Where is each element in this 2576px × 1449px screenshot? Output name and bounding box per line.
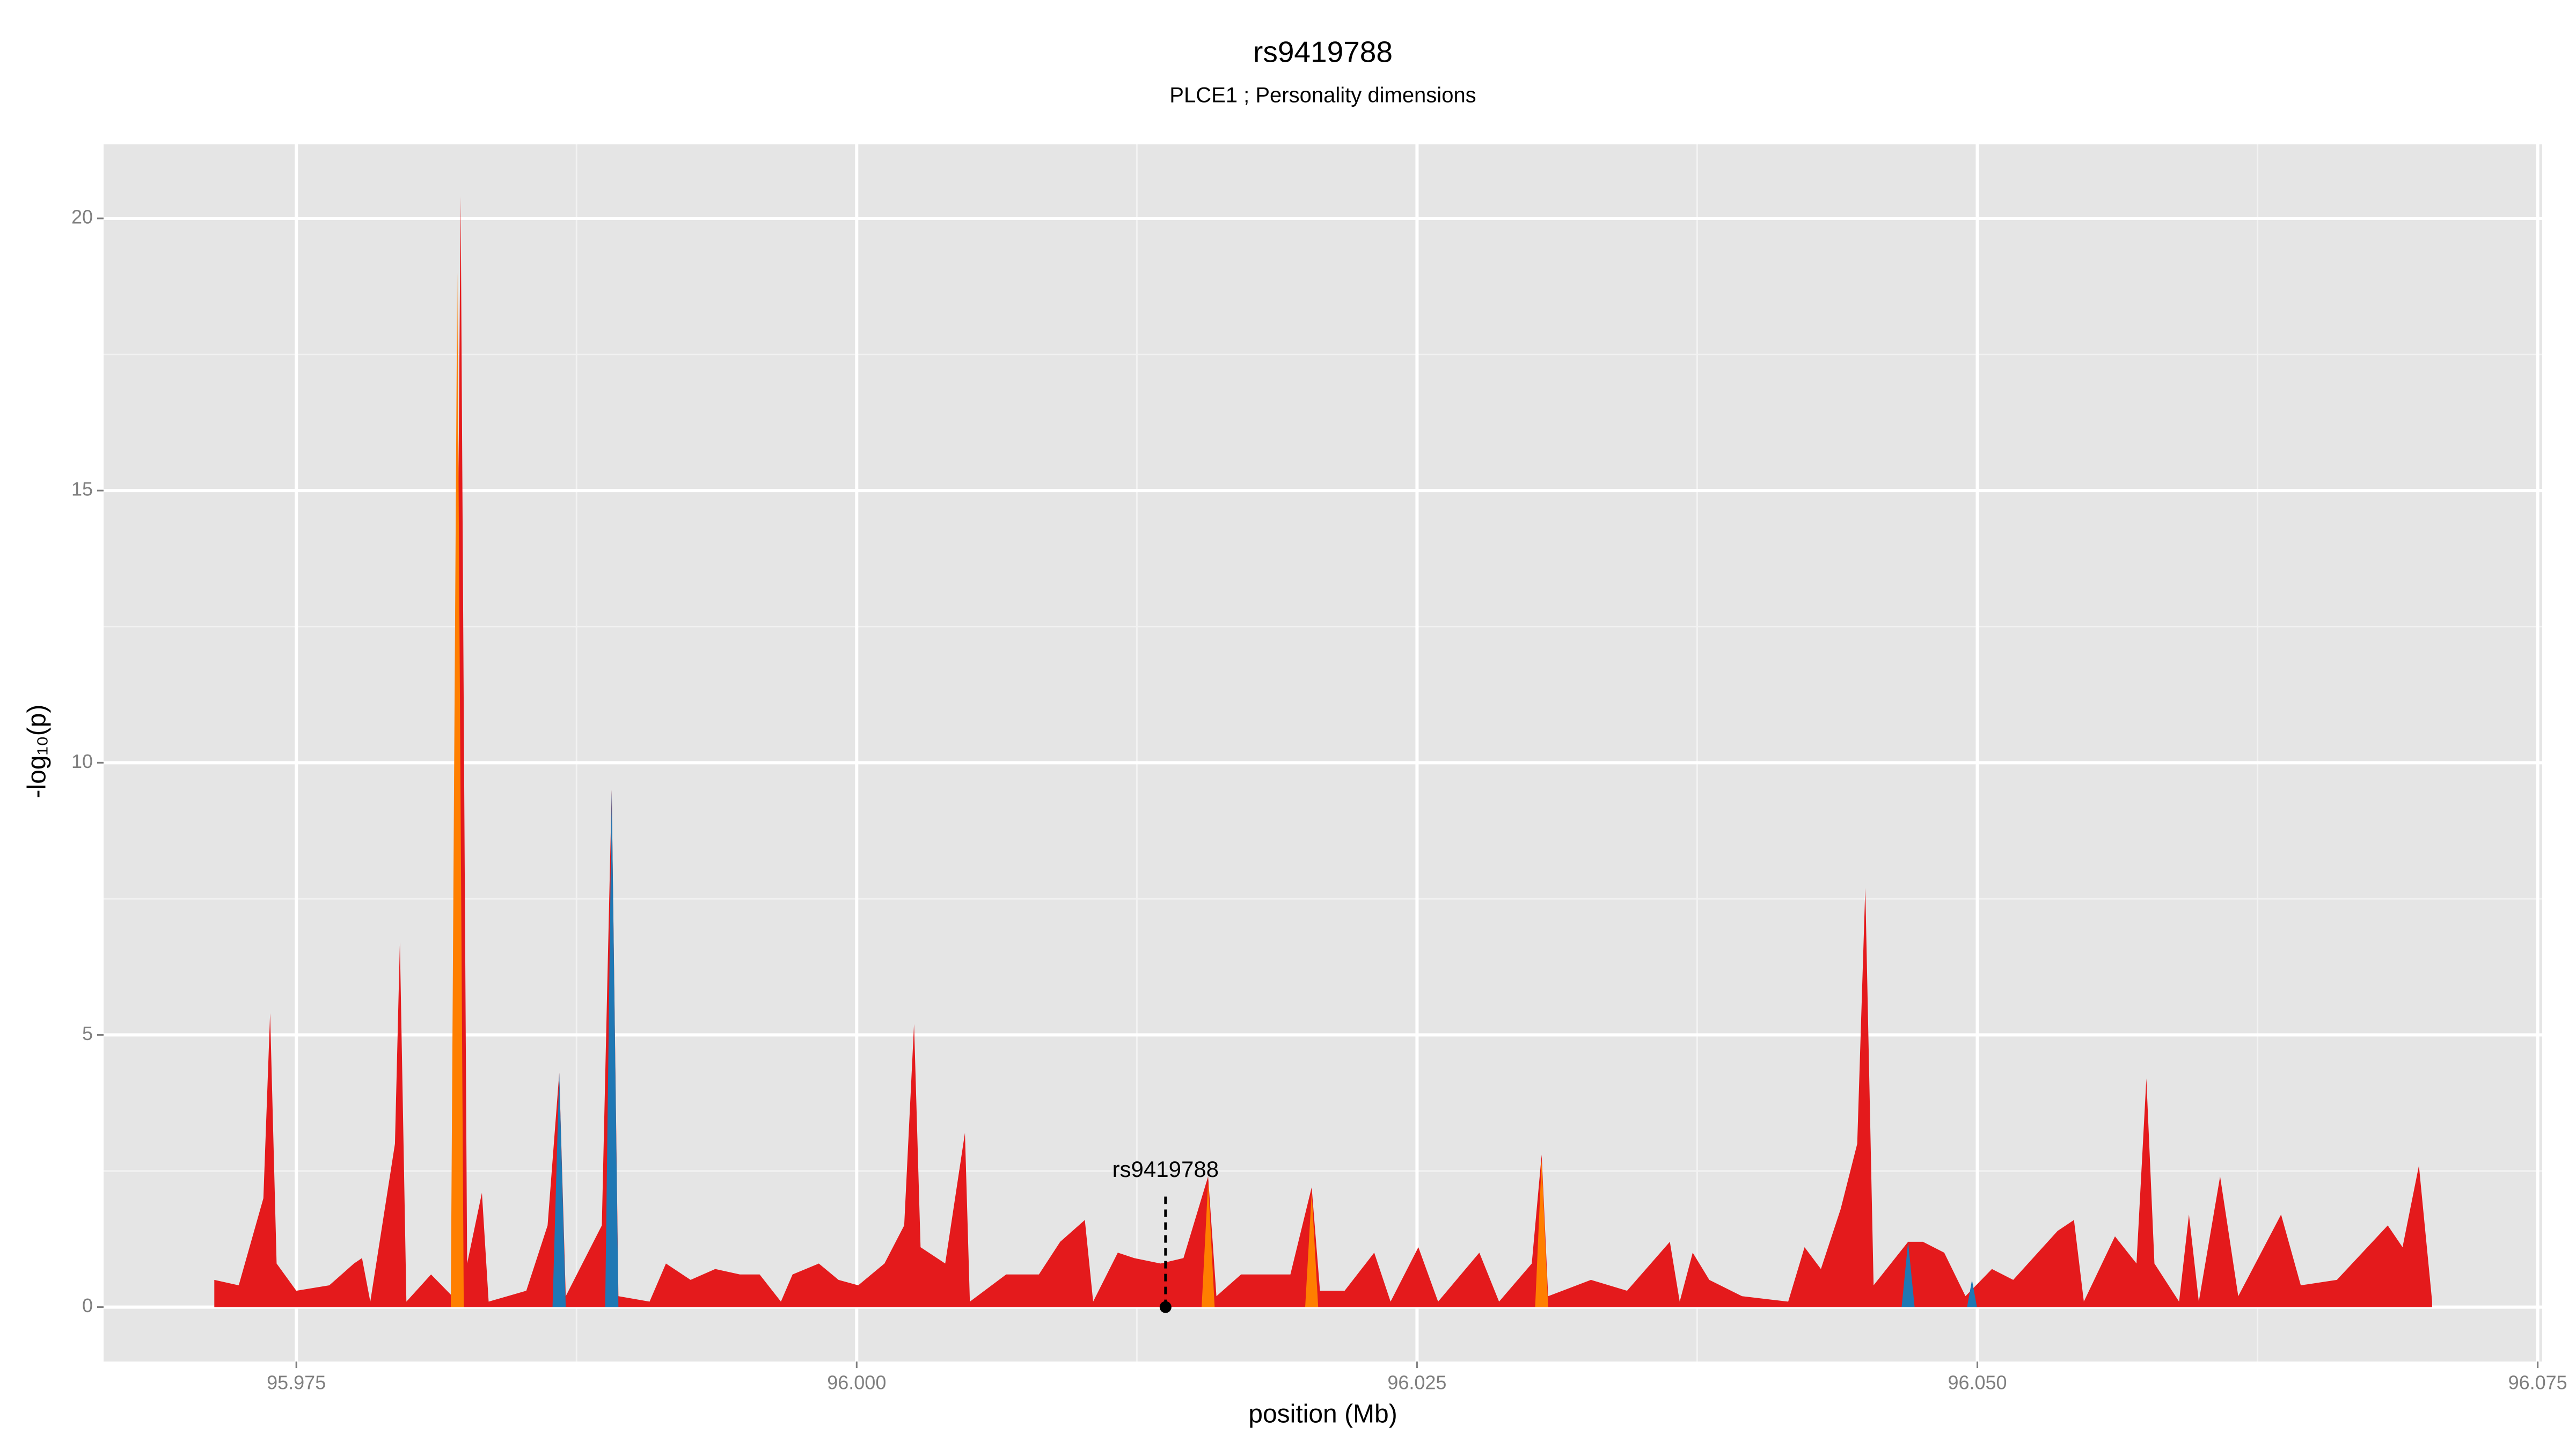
x-tick-label: 96.050	[1948, 1372, 2007, 1394]
x-tick-label: 95.975	[267, 1372, 326, 1394]
annotation-point	[1159, 1301, 1172, 1313]
y-tick-label: 15	[71, 478, 93, 500]
y-tick-label: 10	[71, 750, 93, 772]
x-tick-label: 96.025	[1387, 1372, 1446, 1394]
x-tick-label: 96.075	[2508, 1372, 2567, 1394]
y-tick-label: 5	[82, 1022, 93, 1044]
y-axis-title: -log₁₀(p)	[23, 705, 52, 799]
plot-background	[104, 144, 2542, 1362]
chart-title: rs9419788	[1253, 35, 1393, 69]
chart-subtitle: PLCE1 ; Personality dimensions	[1169, 84, 1476, 107]
annotation-label: rs9419788	[1113, 1157, 1219, 1182]
y-tick-label: 0	[82, 1294, 93, 1316]
y-tick-label: 20	[71, 206, 93, 228]
x-axis-title: position (Mb)	[1248, 1400, 1397, 1429]
x-tick-label: 96.000	[827, 1372, 886, 1394]
